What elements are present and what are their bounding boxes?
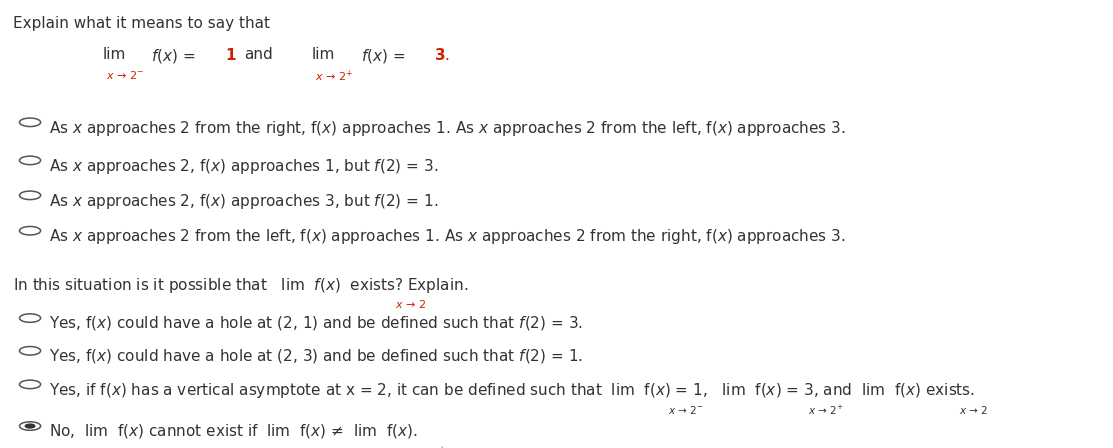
Text: $\mathbf{3}$.: $\mathbf{3}$. (434, 47, 450, 63)
Text: Yes, f($\mathit{x}$) could have a hole at (2, 3) and be defined such that $\math: Yes, f($\mathit{x}$) could have a hole a… (49, 347, 583, 365)
Text: $\mathit{f}$($\mathit{x}$) =: $\mathit{f}$($\mathit{x}$) = (151, 47, 196, 65)
Text: As $\mathit{x}$ approaches 2, f($\mathit{x}$) approaches 1, but $\mathit{f}$(2) : As $\mathit{x}$ approaches 2, f($\mathit… (49, 157, 439, 176)
Text: Yes, f($\mathit{x}$) could have a hole at (2, 1) and be defined such that $\math: Yes, f($\mathit{x}$) could have a hole a… (49, 314, 583, 332)
Text: In this situation is it possible that   lim  $\mathit{f}$($\mathit{x}$)  exists?: In this situation is it possible that li… (13, 276, 469, 295)
Text: $\mathit{x}$ → 2$^{-}$: $\mathit{x}$ → 2$^{-}$ (668, 404, 703, 416)
Text: $\mathit{x}$ → 2: $\mathit{x}$ → 2 (395, 298, 426, 310)
Text: $\mathit{x}$ → 2$^{+}$: $\mathit{x}$ → 2$^{+}$ (808, 404, 844, 417)
Text: $\mathit{f}$($\mathit{x}$) =: $\mathit{f}$($\mathit{x}$) = (361, 47, 405, 65)
Text: No,  lim  f($\mathit{x}$) cannot exist if  lim  f($\mathit{x}$) ≠  lim  f($\math: No, lim f($\mathit{x}$) cannot exist if … (49, 422, 417, 440)
Text: $\mathit{x}$ → 2$^{-}$: $\mathit{x}$ → 2$^{-}$ (106, 69, 144, 81)
Text: Explain what it means to say that: Explain what it means to say that (13, 16, 270, 30)
Text: $\mathit{x}$ → 2$^{-}$: $\mathit{x}$ → 2$^{-}$ (293, 446, 328, 448)
Text: $\mathit{x}$ → 2: $\mathit{x}$ → 2 (959, 404, 988, 416)
Text: and: and (244, 47, 273, 62)
Text: $\mathit{x}$ → 2$^{+}$: $\mathit{x}$ → 2$^{+}$ (315, 69, 353, 84)
Text: As $\mathit{x}$ approaches 2 from the right, f($\mathit{x}$) approaches 1. As $\: As $\mathit{x}$ approaches 2 from the ri… (49, 119, 846, 138)
Text: As $\mathit{x}$ approaches 2, f($\mathit{x}$) approaches 3, but $\mathit{f}$(2) : As $\mathit{x}$ approaches 2, f($\mathit… (49, 192, 439, 211)
Text: lim: lim (312, 47, 335, 62)
Text: $\mathit{x}$ → 2: $\mathit{x}$ → 2 (119, 446, 148, 448)
Text: As $\mathit{x}$ approaches 2 from the left, f($\mathit{x}$) approaches 1. As $\m: As $\mathit{x}$ approaches 2 from the le… (49, 227, 846, 246)
Text: Yes, if f($\mathit{x}$) has a vertical asymptote at x = 2, it can be defined suc: Yes, if f($\mathit{x}$) has a vertical a… (49, 381, 975, 400)
Text: lim: lim (102, 47, 126, 62)
Circle shape (26, 424, 35, 428)
Text: $\mathit{x}$ → 2$^{+}$: $\mathit{x}$ → 2$^{+}$ (410, 446, 445, 448)
Text: $\mathbf{1}$: $\mathbf{1}$ (225, 47, 236, 63)
